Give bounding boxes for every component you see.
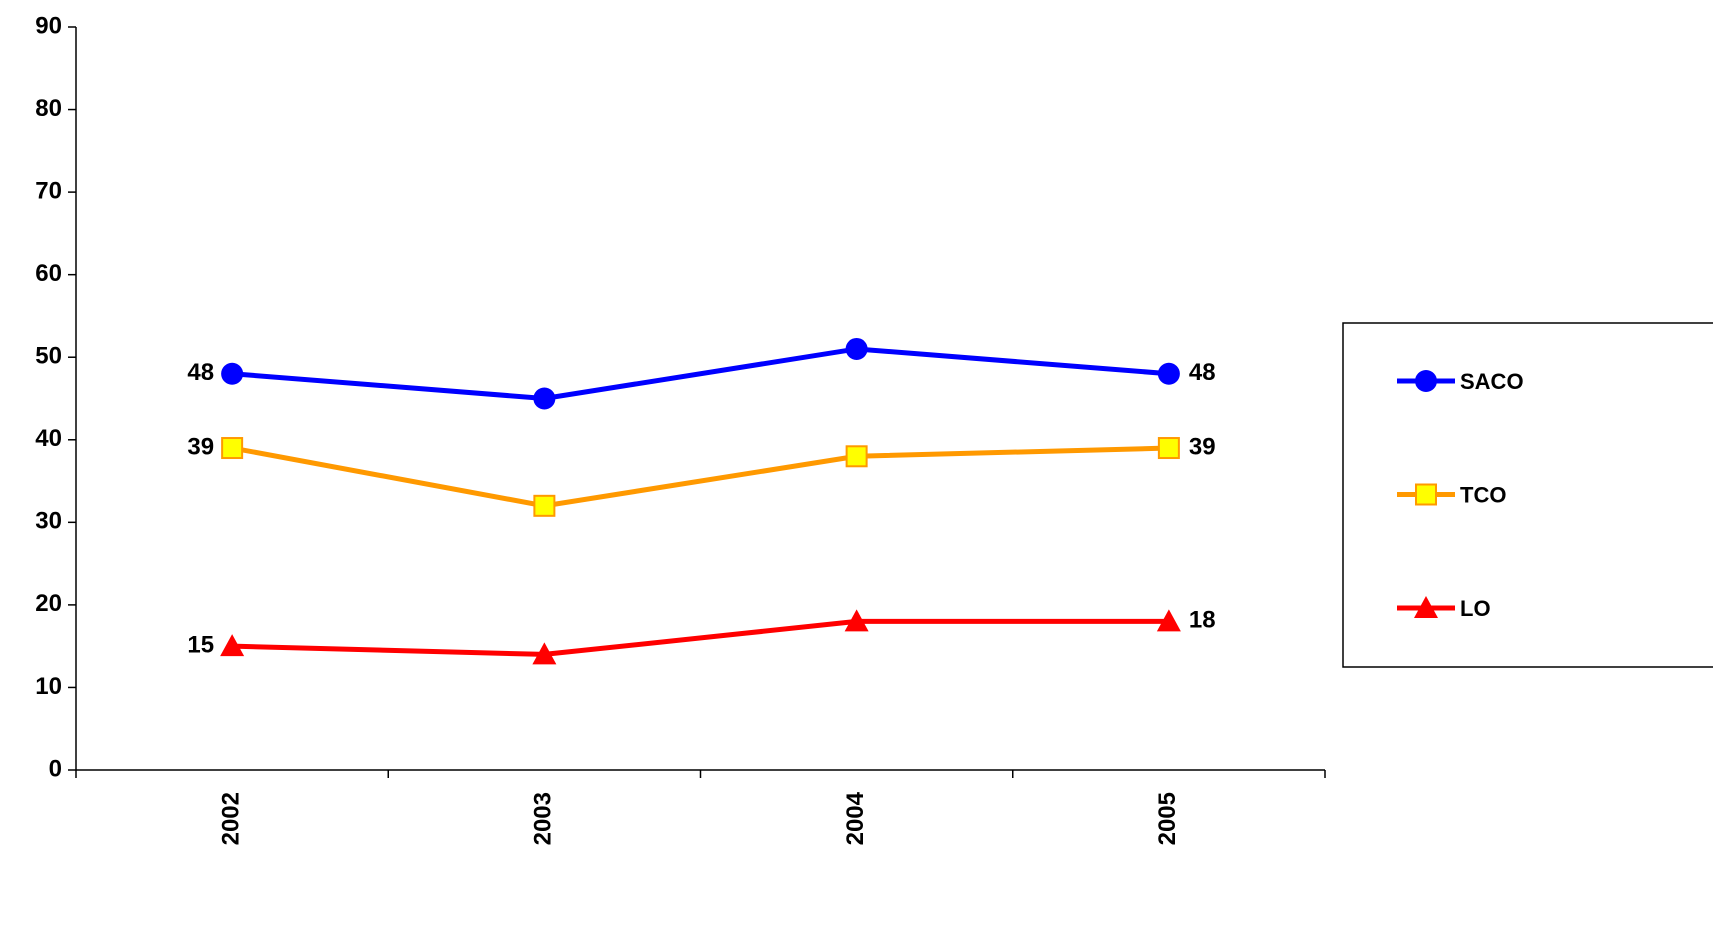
- series-line: [232, 618, 1169, 657]
- y-tick-label: 10: [35, 673, 62, 700]
- data-point: [221, 362, 244, 385]
- series-line: [231, 445, 1169, 509]
- data-label: 15: [187, 632, 214, 659]
- legend-label: LO: [1460, 596, 1491, 621]
- data-point: [1157, 362, 1180, 385]
- legend-marker: [1415, 483, 1437, 506]
- y-tick-label: 30: [35, 508, 62, 535]
- x-tick-label: 2005: [1154, 792, 1181, 845]
- y-tick-label: 20: [35, 590, 62, 617]
- data-label: 48: [187, 359, 214, 386]
- y-tick-label: 60: [35, 260, 62, 287]
- data-point: [533, 387, 556, 410]
- data-point: [220, 634, 245, 657]
- data-point: [845, 337, 868, 360]
- y-tick-label: 50: [35, 343, 62, 370]
- data-point: [533, 494, 556, 517]
- x-tick-label: 2002: [217, 792, 244, 845]
- y-tick-label: 90: [35, 12, 62, 39]
- legend-label: SACO: [1460, 369, 1524, 394]
- data-point: [221, 437, 244, 460]
- data-label: 39: [1189, 433, 1216, 460]
- data-point: [1157, 437, 1180, 460]
- data-point: [1156, 609, 1181, 632]
- data-label: 39: [187, 433, 214, 460]
- series-line: [231, 346, 1170, 402]
- data-point: [532, 642, 557, 665]
- data-label: 18: [1189, 607, 1216, 634]
- legend-label: TCO: [1460, 482, 1506, 507]
- y-tick-label: 40: [35, 425, 62, 452]
- legend-marker: [1414, 596, 1438, 618]
- legend-marker: [1415, 370, 1437, 392]
- data-point: [844, 609, 869, 632]
- y-tick-label: 70: [35, 177, 62, 204]
- x-tick-label: 2004: [842, 791, 869, 845]
- y-tick-label: 80: [35, 95, 62, 122]
- data-point: [845, 445, 868, 468]
- x-tick-label: 2003: [530, 792, 557, 845]
- y-tick-label: 0: [49, 755, 62, 782]
- data-label: 48: [1189, 359, 1216, 386]
